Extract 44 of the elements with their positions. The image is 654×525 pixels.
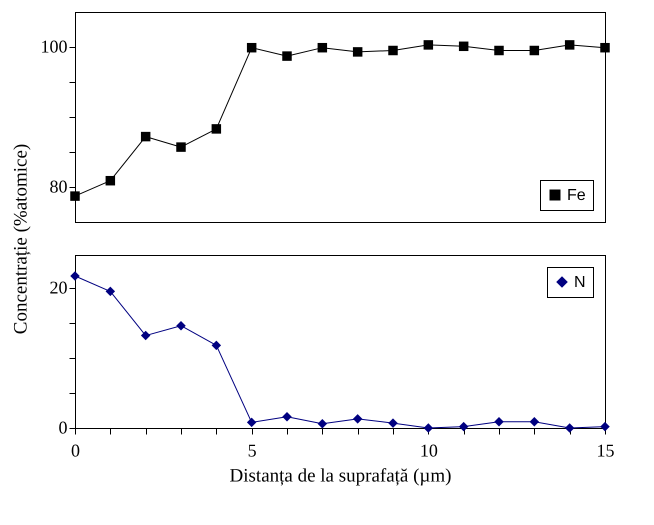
point	[212, 340, 222, 350]
point	[424, 423, 434, 433]
y-tick-label: 20	[50, 277, 68, 298]
point	[176, 142, 186, 152]
point	[70, 271, 80, 281]
point	[140, 330, 150, 340]
point	[352, 414, 362, 424]
point	[600, 422, 610, 432]
point	[318, 42, 328, 52]
point	[564, 40, 574, 50]
legend-label: N	[574, 274, 586, 291]
point	[70, 191, 80, 201]
x-tick-label: 5	[248, 440, 257, 460]
point	[318, 419, 328, 429]
point	[564, 423, 574, 433]
y-tick-label: 0	[58, 418, 68, 438]
x-axis-title: Distanța de la suprafață (µm)	[230, 466, 452, 486]
point	[246, 42, 256, 52]
point	[458, 422, 468, 432]
point	[388, 46, 398, 56]
y-tick-label: 80	[50, 176, 68, 196]
legend-label: Fe	[567, 187, 586, 204]
point	[424, 40, 434, 50]
x-tick-label: 15	[596, 440, 614, 460]
point	[212, 124, 222, 134]
point	[140, 132, 150, 142]
point	[600, 42, 610, 52]
point	[176, 321, 186, 330]
point	[282, 51, 292, 61]
point	[494, 46, 504, 56]
point	[458, 42, 468, 52]
point	[530, 416, 540, 426]
y-tick-label: 100	[40, 36, 68, 56]
point	[106, 286, 116, 296]
point	[530, 46, 540, 56]
point	[352, 47, 362, 57]
point	[106, 176, 116, 186]
point	[494, 416, 504, 426]
point	[246, 418, 256, 428]
x-tick-label: 10	[420, 440, 438, 460]
y-axis-title: Concentrație (%atomice)	[10, 144, 32, 334]
point	[282, 412, 292, 422]
x-tick-label: 0	[71, 440, 80, 460]
point	[388, 418, 398, 428]
